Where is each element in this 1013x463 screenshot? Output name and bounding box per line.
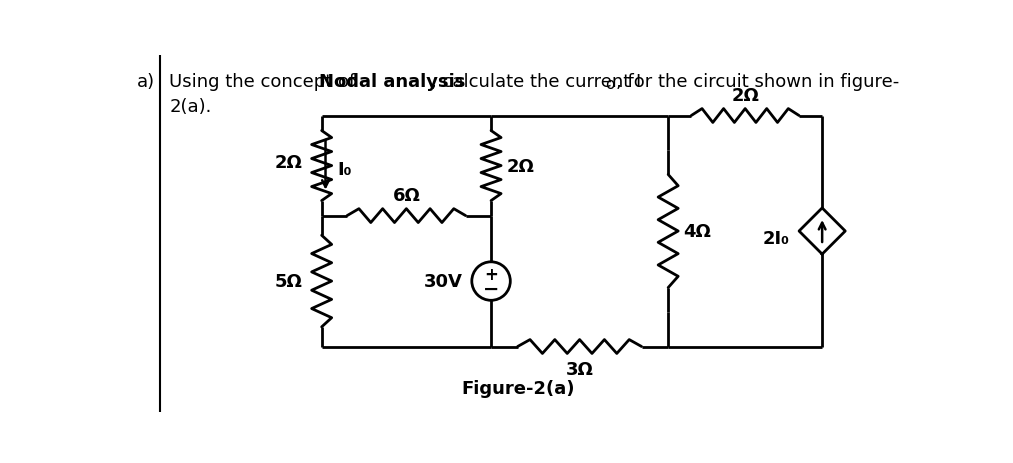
- Text: Figure-2(a): Figure-2(a): [461, 379, 574, 397]
- Text: −: −: [483, 279, 499, 298]
- Text: +: +: [484, 265, 498, 283]
- Text: 3Ω: 3Ω: [565, 361, 594, 379]
- Text: 6Ω: 6Ω: [392, 187, 420, 205]
- Text: 4Ω: 4Ω: [684, 223, 711, 240]
- Text: 2Ω: 2Ω: [506, 157, 534, 175]
- Text: , calculate the current I: , calculate the current I: [431, 73, 641, 90]
- Text: 2Ω: 2Ω: [275, 153, 303, 171]
- Text: 2Ω: 2Ω: [731, 87, 759, 105]
- Text: Using the concept of: Using the concept of: [169, 73, 362, 90]
- Text: o: o: [605, 77, 615, 92]
- Text: a): a): [137, 73, 155, 90]
- Text: 5Ω: 5Ω: [275, 272, 303, 290]
- Text: 2I₀: 2I₀: [763, 230, 790, 247]
- Text: 30V: 30V: [423, 272, 463, 290]
- Text: Nodal analysis: Nodal analysis: [319, 73, 466, 90]
- Text: I₀: I₀: [337, 161, 353, 179]
- Text: , for the circuit shown in figure-: , for the circuit shown in figure-: [616, 73, 900, 90]
- Text: 2(a).: 2(a).: [169, 98, 212, 116]
